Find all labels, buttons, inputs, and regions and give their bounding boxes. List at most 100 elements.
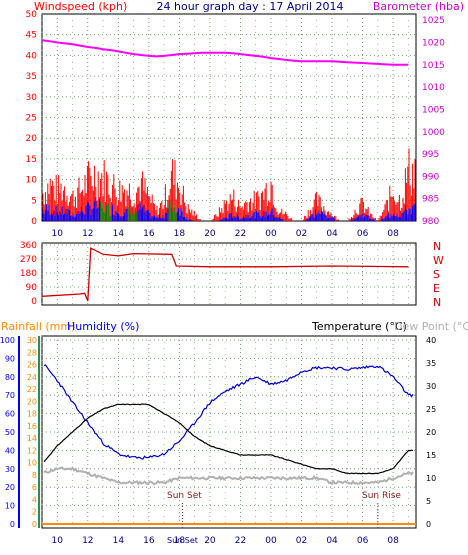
x-tick-label: 18	[174, 229, 186, 239]
wind-tick-label: 30	[26, 93, 38, 103]
x-tick-label: 02	[296, 229, 307, 239]
sunset-axis-label: Sun Set	[167, 536, 198, 545]
x-tick-label: 04	[326, 229, 338, 239]
dir-tick-label: 180	[20, 269, 37, 279]
rain-tick-label: 2	[32, 508, 37, 517]
x-tick-label: 10	[52, 536, 64, 546]
temp-tick-label: 40	[426, 336, 436, 345]
rain-tick-label: 16	[27, 422, 37, 431]
temp-tick-label: 30	[426, 382, 436, 391]
rain-tick-label: 30	[27, 336, 37, 345]
direction-line	[41, 247, 409, 302]
graph-title: 24 hour graph day : 17 April 2014	[157, 0, 344, 13]
wind-tick-label: 35	[26, 72, 37, 82]
wind-tick-label: 45	[26, 31, 37, 41]
x-tick-label: 08	[387, 536, 399, 546]
temp-tick-label: 5	[426, 497, 431, 506]
humidity-tick-label: 20	[5, 483, 15, 492]
humidity-label: Humidity (%)	[67, 320, 139, 333]
rain-tick-label: 6	[32, 483, 37, 492]
axis-labels: 1010121214141616181820202222000002020404…	[0, 10, 445, 546]
x-tick-label: 12	[82, 229, 93, 239]
baro-tick-label: 990	[422, 172, 439, 182]
compass-label: N	[433, 296, 441, 309]
wind-tick-label: 10	[26, 176, 38, 186]
x-tick-label: 06	[357, 536, 369, 546]
x-tick-label: 22	[235, 229, 246, 239]
grid-lines	[41, 14, 416, 528]
rain-tick-label: 10	[27, 459, 37, 468]
humidity-tick-label: 0	[10, 520, 15, 529]
x-tick-label: 12	[82, 536, 93, 546]
humidity-tick-label: 30	[5, 465, 15, 474]
dir-tick-label: 90	[26, 283, 38, 293]
humidity-tick-label: 90	[5, 354, 15, 363]
baro-tick-label: 1010	[422, 83, 445, 93]
rain-tick-label: 20	[27, 397, 37, 406]
humidity-line	[43, 364, 414, 460]
rain-tick-label: 8	[32, 471, 37, 480]
temp-tick-label: 10	[426, 474, 436, 483]
wind-tick-label: 5	[31, 196, 37, 206]
rain-tick-label: 22	[27, 385, 37, 394]
humidity-tick-label: 10	[5, 502, 15, 511]
x-tick-label: 06	[357, 229, 369, 239]
rain-tick-label: 0	[32, 520, 37, 529]
dir-tick-label: 0	[31, 297, 37, 307]
x-tick-label: 20	[204, 229, 216, 239]
rain-tick-label: 28	[27, 348, 37, 357]
temp-tick-label: 25	[426, 405, 436, 414]
humidity-tick-label: 50	[5, 428, 15, 437]
sunrise-label: Sun Rise	[362, 491, 401, 501]
dir-tick-label: 360	[20, 241, 37, 251]
wind-tick-label: 50	[26, 10, 38, 20]
humidity-tick-label: 60	[5, 410, 15, 419]
barometer-line	[41, 39, 409, 66]
rain-tick-label: 24	[27, 373, 37, 382]
x-tick-label: 00	[265, 229, 277, 239]
compass-label: E	[433, 282, 440, 295]
baro-tick-label: 1025	[422, 16, 445, 26]
compass-label: W	[433, 254, 444, 267]
x-tick-label: 00	[265, 536, 277, 546]
humidity-tick-label: 70	[5, 391, 15, 400]
barometer-label: Barometer (hba)	[373, 0, 464, 13]
data-series	[41, 39, 416, 528]
x-tick-label: 10	[52, 229, 64, 239]
rain-tick-label: 14	[27, 434, 37, 443]
dir-tick-label: 270	[20, 255, 37, 265]
dewpoint-label: Dew Point (°C)	[394, 320, 468, 333]
x-tick-label: 02	[296, 536, 307, 546]
baro-tick-label: 980	[422, 217, 439, 227]
dewpoint-line	[43, 466, 414, 486]
x-tick-label: 04	[326, 536, 338, 546]
temp-tick-label: 35	[426, 359, 436, 368]
temp-tick-label: 0	[426, 520, 431, 529]
x-tick-label: 08	[387, 229, 399, 239]
wind-tick-label: 0	[31, 217, 37, 227]
x-tick-label: 22	[235, 536, 246, 546]
rain-tick-label: 26	[27, 361, 37, 370]
rain-tick-label: 12	[27, 446, 37, 455]
baro-tick-label: 995	[422, 150, 439, 160]
rainfall-label: Rainfall (mm)	[1, 320, 75, 333]
sunset-label: Sun Set	[167, 491, 202, 501]
humidity-tick-label: 100	[0, 336, 15, 345]
windspeed-label: Windspeed (kph)	[34, 0, 127, 13]
rain-tick-label: 18	[27, 410, 37, 419]
baro-tick-label: 1020	[422, 39, 445, 49]
temperature-label: Temperature (°C)	[311, 320, 407, 333]
humidity-tick-label: 80	[5, 373, 15, 382]
temp-tick-label: 15	[426, 451, 436, 460]
temperature-line	[43, 403, 414, 475]
wind-tick-label: 15	[26, 155, 37, 165]
temp-tick-label: 20	[426, 428, 436, 437]
x-tick-label: 16	[143, 536, 155, 546]
rain-tick-label: 4	[32, 495, 37, 504]
x-tick-label: 16	[143, 229, 155, 239]
humidity-tick-label: 40	[5, 446, 15, 455]
baro-tick-label: 1000	[422, 128, 445, 138]
x-tick-label: 14	[113, 229, 125, 239]
x-tick-label: 18	[174, 536, 186, 546]
